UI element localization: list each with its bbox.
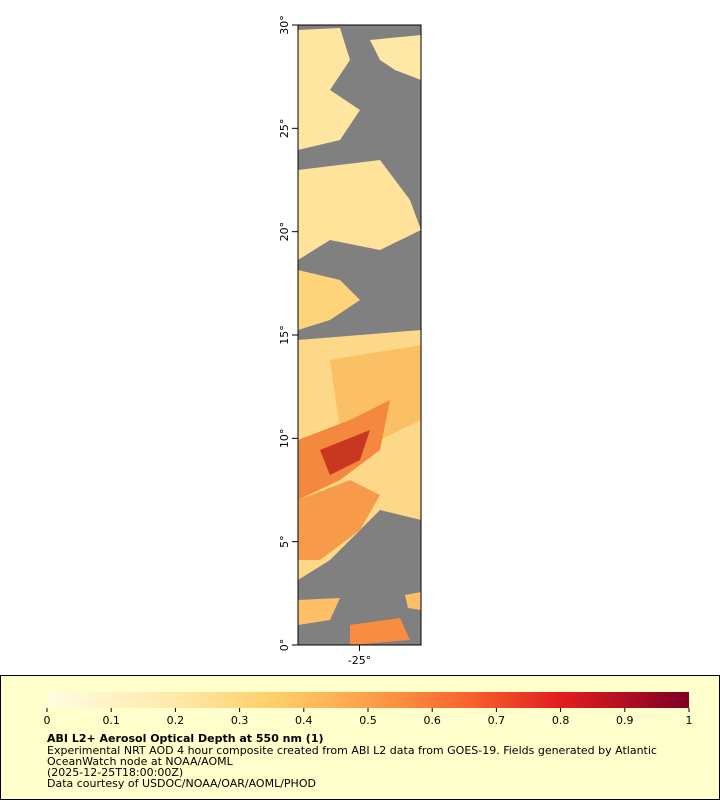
aerosol-patch (298, 598, 340, 625)
aerosol-patch (405, 592, 421, 610)
colorbar-tick-label: 0.8 (552, 714, 570, 727)
colorbar-tick-label: 0.7 (488, 714, 506, 727)
colorbar-tick-label: 0.1 (102, 714, 120, 727)
legend-line: Experimental NRT AOD 4 hour composite cr… (47, 744, 657, 757)
colorbar-tick-label: 0.9 (616, 714, 634, 727)
lat-tick-label: 10° (278, 429, 291, 449)
lat-tick-label: 5° (278, 535, 291, 548)
aerosol-patch (298, 270, 360, 330)
colorbar-tick-label: 1 (686, 714, 693, 727)
aerosol-patch (370, 35, 421, 80)
lat-tick-label: 20° (278, 222, 291, 242)
legend-line: (2025-12-25T18:00:00Z) (47, 766, 183, 779)
aerosol-patch (350, 618, 410, 645)
map (298, 25, 421, 645)
aerosol-patch (320, 430, 370, 475)
colorbar-tick-label: 0.5 (359, 714, 377, 727)
aerosol-patch (298, 160, 421, 260)
lat-tick-label: 0° (278, 639, 291, 652)
colorbar-tick-label: 0.4 (295, 714, 313, 727)
colorbar (47, 692, 689, 708)
lon-tick-label: -25° (348, 654, 371, 667)
aerosol-patch (330, 345, 421, 440)
colorbar-tick-label: 0 (44, 714, 51, 727)
aerosol-patch (298, 480, 380, 560)
legend-line: Data courtesy of USDOC/NOAA/OAR/AOML/PHO… (47, 777, 316, 790)
legend-line: OceanWatch node at NOAA/AOML (47, 755, 234, 768)
lat-tick-label: 25° (278, 119, 291, 139)
colorbar-tick-label: 0.3 (231, 714, 249, 727)
lat-tick-label: 15° (278, 325, 291, 345)
legend-title: ABI L2+ Aerosol Optical Depth at 550 nm … (47, 732, 324, 745)
lat-tick-label: 30° (278, 15, 291, 35)
aerosol-patch (298, 28, 360, 150)
colorbar-tick-label: 0.2 (167, 714, 185, 727)
colorbar-tick-label: 0.6 (423, 714, 441, 727)
